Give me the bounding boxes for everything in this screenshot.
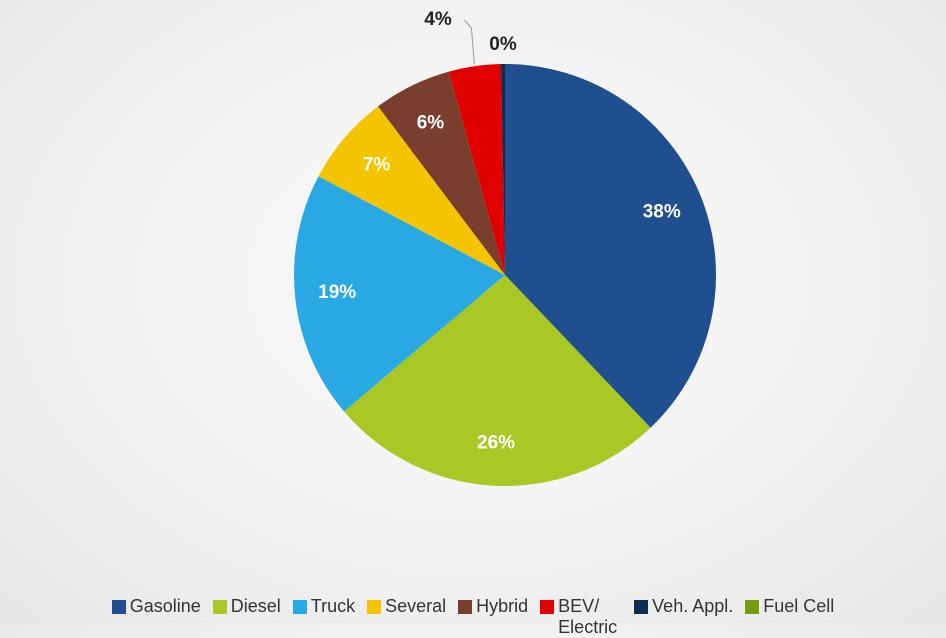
legend-swatch <box>292 600 307 614</box>
leader-line <box>464 19 475 65</box>
chart: 38% 26% 19% 7% 6% 4% 0% <box>294 9 716 486</box>
legend-item: BEV/ Electric <box>540 596 622 638</box>
legend-label: BEV/ Electric <box>558 596 618 637</box>
legend-swatch <box>212 600 227 614</box>
legend-label: Gasoline <box>129 596 201 616</box>
legend-label: Truck <box>310 596 356 616</box>
legend-item: Diesel <box>212 596 281 638</box>
legend-item: Several <box>367 596 446 638</box>
legend-swatch <box>111 600 126 614</box>
legend-swatch <box>634 600 649 614</box>
legend-label: Diesel <box>230 596 281 616</box>
legend-label: Several <box>385 596 447 616</box>
legend-label: Fuel Cell <box>763 596 835 616</box>
data-label: 26% <box>477 433 515 454</box>
pie-slice <box>378 71 505 276</box>
data-label: 38% <box>643 201 681 222</box>
legend-swatch <box>540 600 555 614</box>
legend-item: Hybrid <box>458 596 528 638</box>
legend-swatch <box>745 600 760 614</box>
pie-slice <box>344 275 651 486</box>
legend-item: Gasoline <box>111 596 201 638</box>
legend-label: Veh. Appl. <box>652 596 734 616</box>
legend-swatch <box>367 600 382 614</box>
legend-item: Veh. Appl. <box>634 596 733 638</box>
legend: Gasoline Diesel Truck Several Hybrid BEV/ Ele… <box>0 596 946 638</box>
data-label: 7% <box>363 154 391 175</box>
legend-item: Fuel Cell <box>745 596 834 638</box>
data-label: 6% <box>417 113 445 134</box>
data-label: 4% <box>424 9 452 30</box>
data-label: 19% <box>318 282 356 303</box>
pie-slice <box>501 64 505 275</box>
legend-item: Truck <box>292 596 356 638</box>
data-label: 0% <box>489 34 517 55</box>
legend-swatch <box>458 600 473 614</box>
pie-slice <box>505 64 716 428</box>
pie-slice <box>294 176 505 412</box>
legend-label: Hybrid <box>476 596 529 616</box>
pie-slice <box>448 64 505 275</box>
pie-slice <box>318 106 505 275</box>
